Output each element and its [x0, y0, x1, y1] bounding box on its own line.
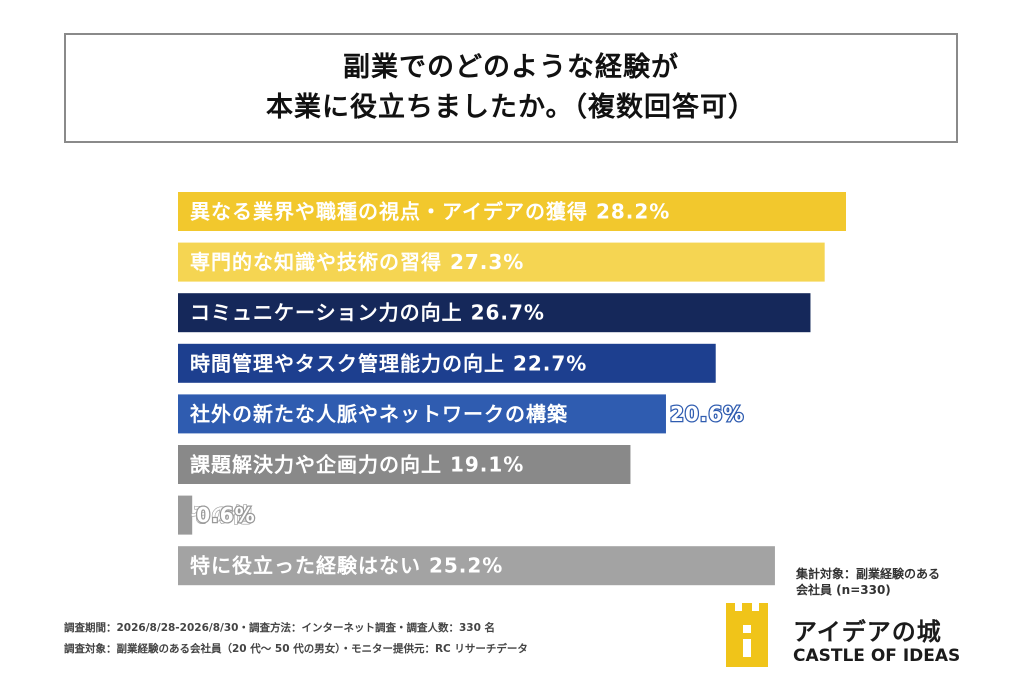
bar-8	[178, 546, 775, 586]
sample-note: 集計対象：副業経験のある 会社員 (n=330)	[796, 566, 940, 598]
bar-6	[178, 445, 631, 484]
sample-note-line-1: 集計対象：副業経験のある	[796, 567, 941, 581]
bar-value-7: 0.6%	[196, 503, 255, 527]
bar-category-7: その他	[190, 503, 253, 527]
bar-1	[178, 192, 846, 231]
title-box: 副業でのどのような経験が 本業に役立ちましたか。（複数回答可）	[64, 33, 958, 143]
bar-7	[178, 495, 193, 535]
bar-label-2: 専門的な知識や技術の習得 27.3%	[190, 250, 524, 274]
bar-label-1: 異なる業界や職種の視点・アイデアの獲得 28.2%	[190, 200, 670, 224]
sample-note-line-2: 会社員 (n=330)	[796, 583, 891, 597]
logo-name-jp: アイデアの城	[793, 618, 942, 646]
chart-title-line-1: 副業でのどのような経験が	[343, 52, 679, 83]
bar-value-5: 20.6%	[670, 402, 744, 426]
logo-name-en: CASTLE OF IDEAS	[793, 646, 961, 666]
bar-2	[178, 242, 825, 282]
bar-label-6: 課題解決力や企画力の向上 19.1%	[190, 453, 524, 477]
bar-category-5: 社外の新たな人脈やネットワークの構築	[189, 402, 568, 426]
bar-5	[178, 394, 666, 434]
bar-3	[178, 293, 811, 333]
bar-label-8: 特に役立った経験はない 25.2%	[190, 554, 503, 578]
bar-label-4: 時間管理やタスク管理能力の向上 22.7%	[190, 351, 587, 375]
chart-title-line-2: 本業に役立ちましたか。（複数回答可）	[266, 92, 756, 123]
bar-label-3: コミュニケーション力の向上 26.7%	[190, 301, 545, 325]
survey-target-text: 調査対象：副業経験のある会社員（20 代〜 50 代の男女）・モニター提供元：R…	[64, 643, 528, 655]
bar-4	[178, 343, 716, 383]
survey-period-text: 調査期間：2026/8/28-2026/8/30・調査方法：インターネット調査・…	[64, 622, 496, 634]
castle-icon	[726, 603, 768, 667]
